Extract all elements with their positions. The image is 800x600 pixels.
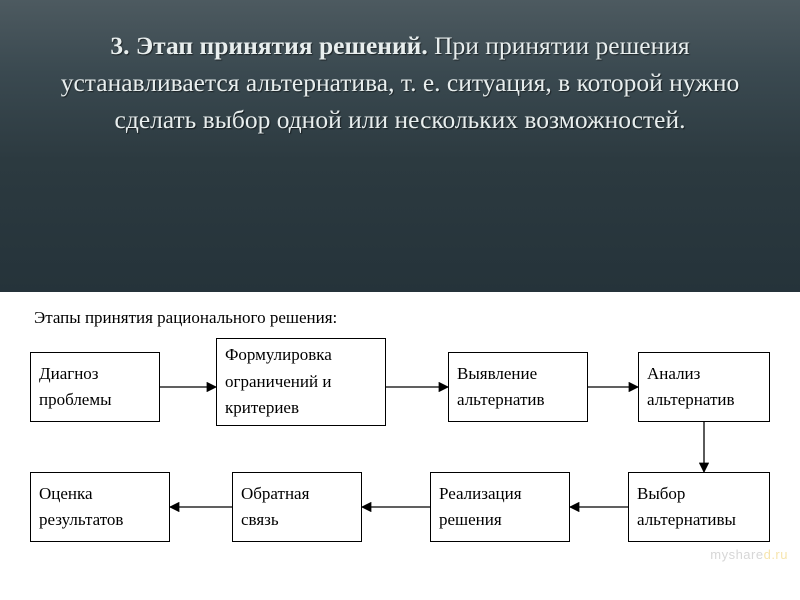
node-line: проблемы (39, 387, 151, 413)
node-line: критериев (225, 395, 377, 421)
node-choose-alt: Выборальтернативы (628, 472, 770, 542)
node-criteria: Формулировкаограничений икритериев (216, 338, 386, 426)
node-line: альтернатив (457, 387, 579, 413)
node-line: Выбор (637, 481, 761, 507)
slide-heading: 3. Этап принятия решений. При принятии р… (44, 28, 756, 139)
node-identify-alts: Выявлениеальтернатив (448, 352, 588, 422)
node-feedback: Обратнаясвязь (232, 472, 362, 542)
title-panel: 3. Этап принятия решений. При принятии р… (0, 0, 800, 292)
flowchart: Диагнозпроблемы Формулировкаограничений … (30, 338, 770, 568)
node-line: альтернатив (647, 387, 761, 413)
node-line: Обратная (241, 481, 353, 507)
node-diagnosis: Диагнозпроблемы (30, 352, 160, 422)
node-line: Реализация (439, 481, 561, 507)
node-line: Диагноз (39, 361, 151, 387)
node-line: решения (439, 507, 561, 533)
node-implement: Реализациярешения (430, 472, 570, 542)
diagram-title: Этапы принятия рационального решения: (30, 308, 770, 328)
node-line: Анализ (647, 361, 761, 387)
node-line: ограничений и (225, 369, 377, 395)
diagram-area: Этапы принятия рационального решения: Ди… (0, 292, 800, 568)
node-line: Выявление (457, 361, 579, 387)
node-evaluate: Оценкарезультатов (30, 472, 170, 542)
node-analyze-alts: Анализальтернатив (638, 352, 770, 422)
node-line: Формулировка (225, 342, 377, 368)
node-line: связь (241, 507, 353, 533)
node-line: результатов (39, 507, 161, 533)
node-line: Оценка (39, 481, 161, 507)
heading-bold: 3. Этап принятия решений. (110, 31, 427, 60)
node-line: альтернативы (637, 507, 761, 533)
